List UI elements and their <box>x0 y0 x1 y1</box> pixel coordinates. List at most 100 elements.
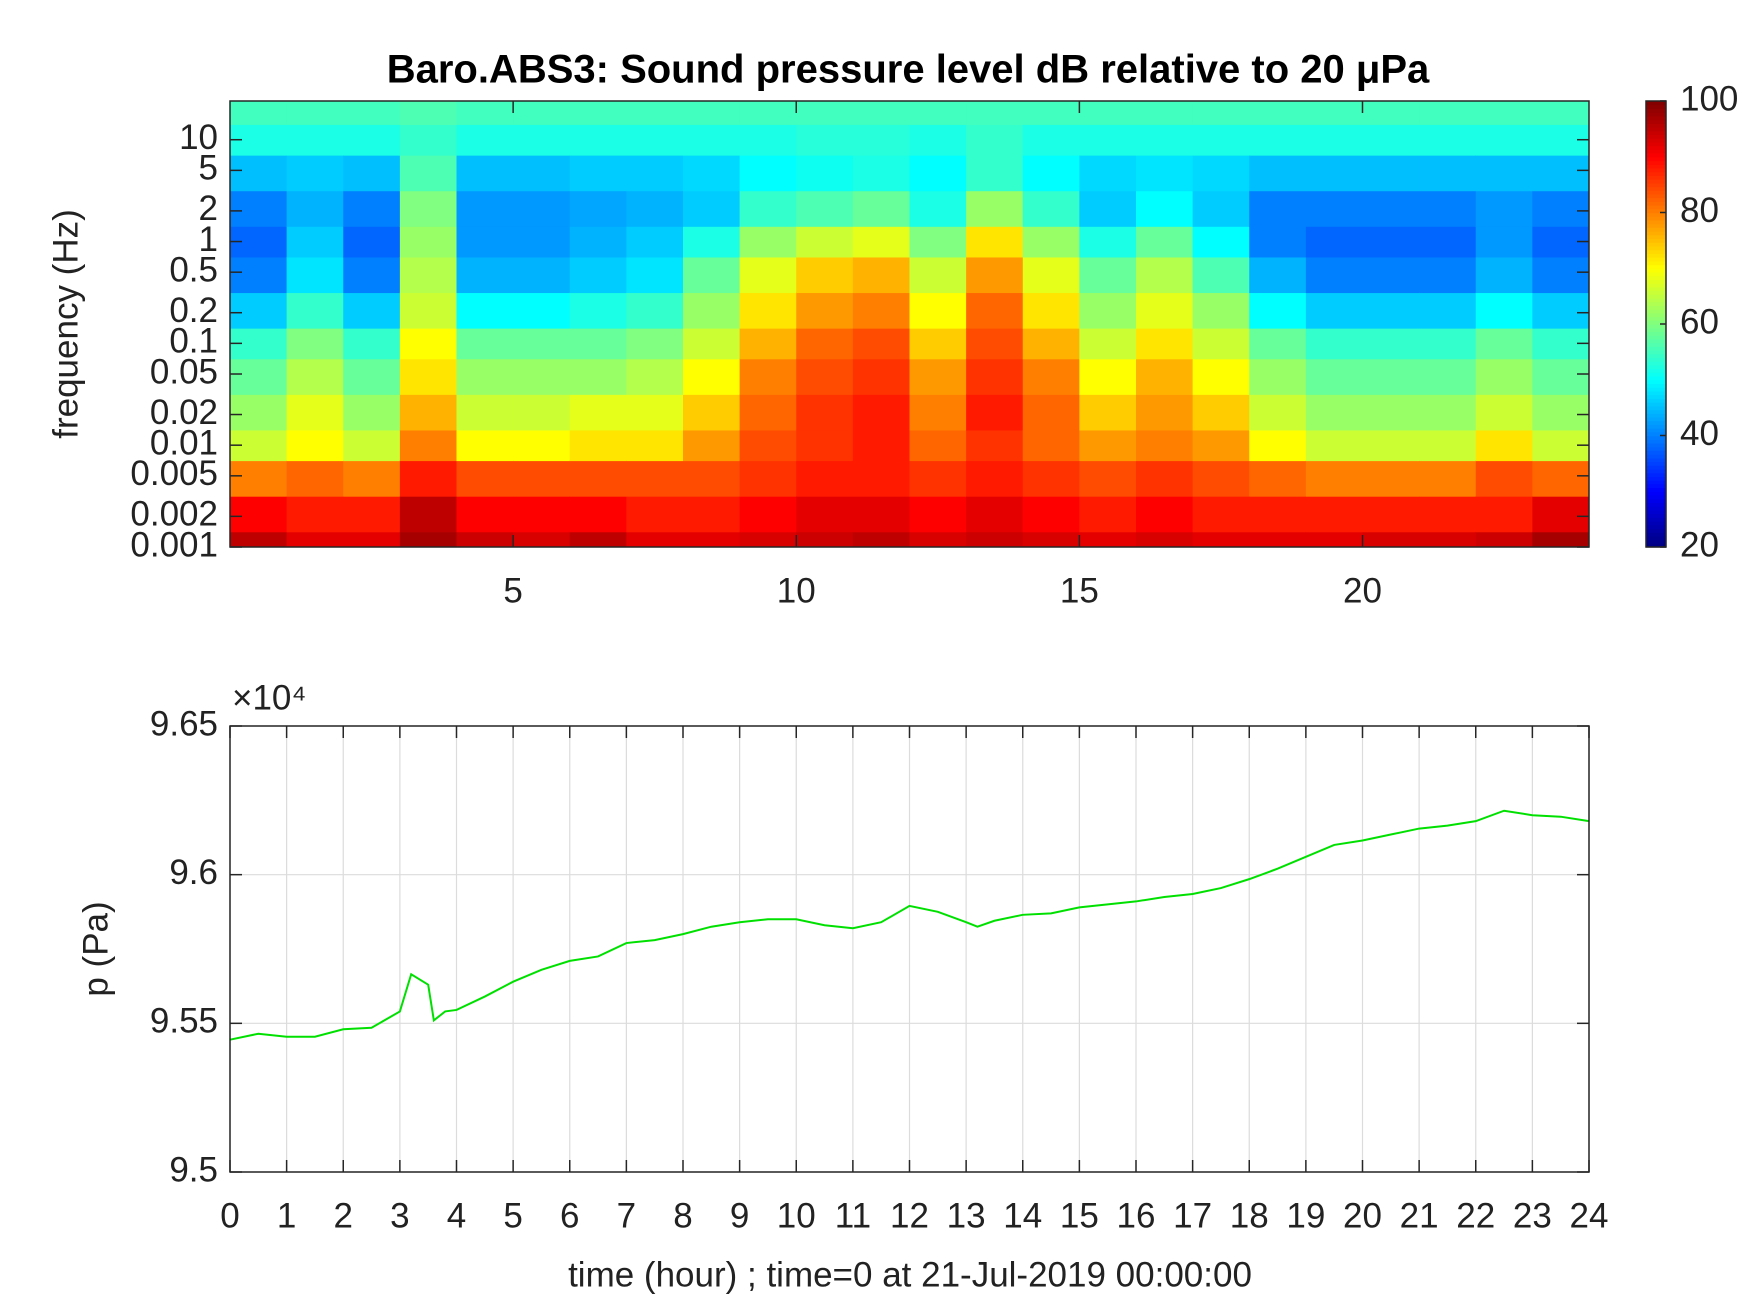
colorbar-segment <box>1646 193 1666 199</box>
heatmap-cell <box>1305 460 1364 497</box>
heatmap-cell <box>1192 328 1250 360</box>
heatmap-cell <box>230 190 288 227</box>
heatmap-cell <box>1532 358 1589 395</box>
heatmap-cell <box>230 256 288 294</box>
colorbar-segment <box>1646 286 1666 292</box>
y-tick-label: 10 <box>179 118 218 157</box>
heatmap-cell <box>1192 155 1250 192</box>
heatmap-cell <box>966 531 1024 547</box>
colorbar-segment <box>1646 517 1666 522</box>
heatmap-cell <box>1362 394 1420 431</box>
heatmap-cell <box>1192 460 1250 497</box>
colorbar-segment <box>1646 402 1666 407</box>
heatmap-cell <box>1022 429 1080 462</box>
colorbar-segment <box>1646 513 1666 518</box>
heatmap-cell <box>909 531 967 547</box>
heatmap-cell <box>1249 124 1307 156</box>
heatmap-cell <box>343 101 401 125</box>
colorbar-segment <box>1646 532 1666 537</box>
heatmap-cell <box>1362 155 1420 192</box>
heatmap-cell <box>1532 292 1589 329</box>
heatmap-cell <box>1532 101 1589 125</box>
colorbar-segment <box>1646 338 1666 344</box>
x-tick-label: 20 <box>1343 1196 1382 1235</box>
x-tick-label: 14 <box>1003 1196 1042 1235</box>
colorbar-segment <box>1646 424 1666 429</box>
heatmap-cell <box>1305 429 1364 462</box>
heatmap-cell <box>343 124 401 156</box>
x-tick-label: 15 <box>1060 571 1099 610</box>
heatmap-cell <box>399 101 458 125</box>
heatmap-cell <box>230 155 288 192</box>
heatmap-cell <box>569 460 627 497</box>
heatmap-cell <box>966 292 1024 329</box>
colorbar-segment <box>1646 524 1666 530</box>
heatmap-cell <box>456 101 514 125</box>
heatmap-cell <box>1475 124 1533 156</box>
heatmap-cell <box>1192 358 1250 395</box>
heatmap-cell <box>456 429 514 462</box>
heatmap-cell <box>513 155 571 192</box>
colorbar-segment <box>1646 539 1666 544</box>
heatmap-cell <box>1362 358 1420 395</box>
heatmap-cell <box>1362 429 1420 462</box>
heatmap-cell <box>286 292 344 329</box>
heatmap-cell <box>1362 256 1420 294</box>
colorbar-segment <box>1646 428 1666 433</box>
y-axis-label: p (Pa) <box>76 901 115 996</box>
heatmap-cell <box>399 460 458 497</box>
colorbar-segment <box>1646 216 1666 221</box>
colorbar-tick-label: 40 <box>1680 414 1719 453</box>
heatmap-cell <box>513 328 571 360</box>
heatmap-cell <box>966 190 1024 227</box>
x-tick-label: 3 <box>390 1196 409 1235</box>
axis-exponent: ×10⁴ <box>232 678 306 717</box>
heatmap-cell <box>683 328 741 360</box>
heatmap-cell <box>1475 155 1533 192</box>
heatmap-cell <box>343 460 401 497</box>
y-tick-label: 9.6 <box>169 853 218 892</box>
heatmap-cell <box>1419 124 1477 156</box>
heatmap-cell <box>1022 226 1080 258</box>
heatmap-cell <box>626 101 684 125</box>
heatmap-cell <box>1305 292 1364 329</box>
heatmap-cell <box>1022 328 1080 360</box>
heatmap-cell <box>1532 496 1589 533</box>
heatmap-cell <box>739 358 797 395</box>
heatmap-cell <box>1419 328 1477 360</box>
heatmap-cell <box>1362 190 1420 227</box>
heatmap-cell <box>230 394 288 431</box>
heatmap-cell <box>399 429 458 462</box>
heatmap-cell <box>513 429 571 462</box>
colorbar-segment <box>1646 361 1666 366</box>
heatmap-cell <box>796 292 854 329</box>
heatmap-cell <box>513 256 571 294</box>
heatmap-cell <box>683 155 741 192</box>
heatmap-cell <box>399 226 458 258</box>
heatmap-cell <box>1305 531 1364 547</box>
heatmap-cell <box>1192 292 1250 329</box>
y-tick-label: 0.2 <box>169 291 218 330</box>
colorbar-segment <box>1646 398 1666 403</box>
heatmap-cell <box>456 460 514 497</box>
colorbar-segment <box>1646 364 1666 370</box>
plot-frame <box>229 100 1590 548</box>
heatmap-cell <box>852 101 911 125</box>
y-tick-label: 9.5 <box>169 1150 218 1189</box>
heatmap-cell <box>1022 460 1080 497</box>
heatmap-cell <box>909 101 967 125</box>
x-tick-label: 21 <box>1400 1196 1439 1235</box>
x-tick-label: 19 <box>1286 1196 1325 1235</box>
heatmap-cell <box>286 460 344 497</box>
heatmap-cell <box>796 358 854 395</box>
heatmap-cell <box>456 496 514 533</box>
colorbar-tick-label: 80 <box>1680 191 1719 230</box>
x-tick-label: 10 <box>777 1196 816 1235</box>
colorbar-segment <box>1646 335 1666 340</box>
heatmap-cell <box>1022 190 1080 227</box>
heatmap-cell <box>1079 292 1137 329</box>
heatmap-cell <box>1136 531 1194 547</box>
colorbar-segment <box>1646 145 1666 150</box>
heatmap-cell <box>569 496 627 533</box>
heatmap-cell <box>909 256 967 294</box>
